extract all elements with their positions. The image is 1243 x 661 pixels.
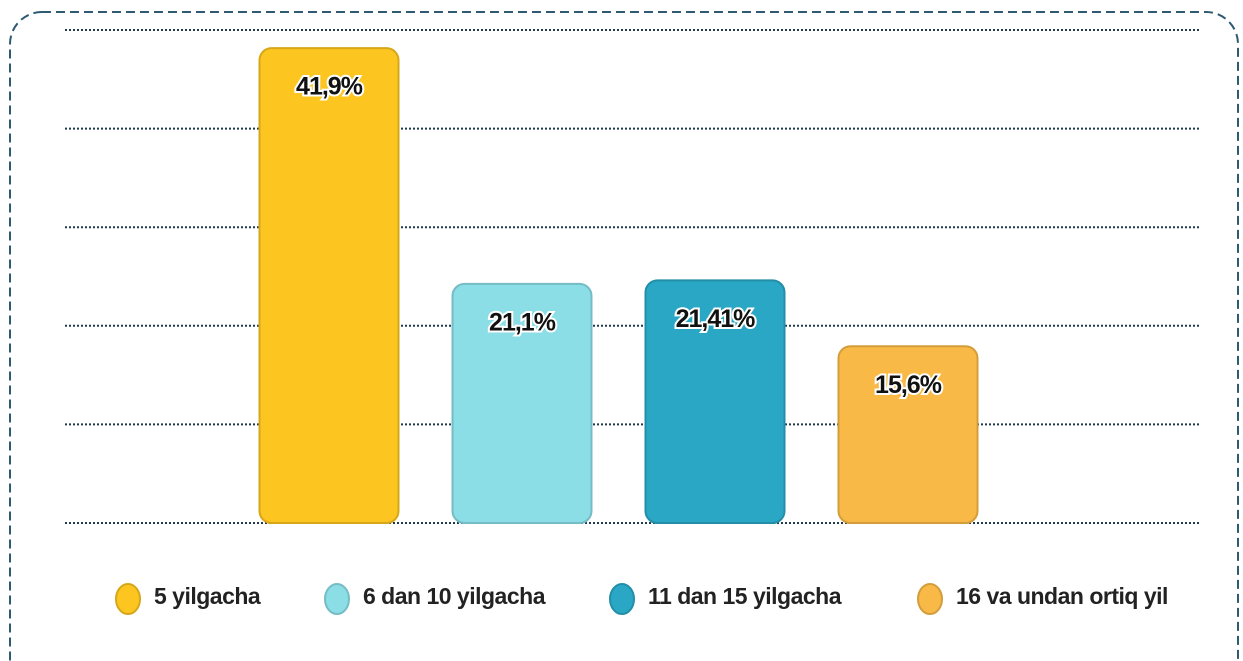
legend-marker <box>324 583 350 615</box>
legend-label: 5 yilgacha <box>154 583 261 609</box>
legend-marker <box>115 583 141 615</box>
frame <box>9 11 1239 661</box>
bar <box>837 345 979 525</box>
legend-label: 6 dan 10 yilgacha <box>363 583 546 609</box>
legend-label: 11 dan 15 yilgacha <box>648 583 842 609</box>
legend-marker <box>917 583 943 615</box>
bar <box>644 279 786 524</box>
value-label: 21,41% <box>676 305 756 333</box>
bar <box>451 282 593 524</box>
bar <box>258 47 400 525</box>
legend-marker <box>609 583 635 615</box>
value-label: 21,1% <box>489 308 556 336</box>
value-label: 41,9% <box>296 73 363 101</box>
legend-label: 16 va undan ortiq yil <box>956 583 1168 609</box>
value-label: 15,6% <box>875 371 942 399</box>
